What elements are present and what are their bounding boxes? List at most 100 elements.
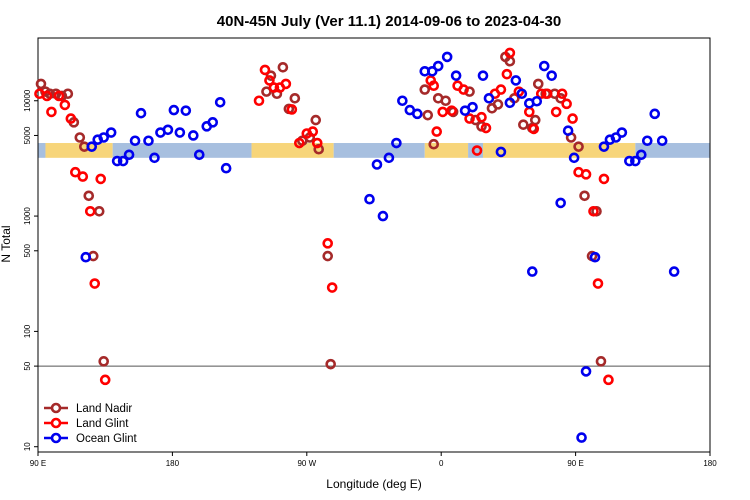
land-glint-point [535,88,547,100]
ocean-glint-point [371,159,383,170]
land-glint-point [550,106,562,118]
legend-marker [50,432,62,444]
land-glint-point [59,99,71,111]
ocean-glint-point [98,132,110,143]
band-segment-ocean [112,143,252,158]
land-nadir-point [265,70,277,81]
land-nadir-point [492,99,504,110]
land-glint-point [495,84,507,95]
legend-marker [50,417,62,429]
ocean-glint-point [526,266,538,277]
legend-label: Ocean Glint [76,433,138,445]
land-glint-point [326,282,338,293]
ocean-glint-point [562,125,574,136]
ocean-glint-point [391,137,402,149]
ocean-glint-point [383,152,395,164]
land-nadir-point [325,358,336,370]
ocean-glint-point [477,70,489,81]
band-segment-land [251,143,334,158]
y-tick-label: 10 [23,442,32,451]
x-tick-label: 90 E [30,459,46,468]
land-glint-point [480,122,492,134]
band-segment-land [483,143,636,158]
land-glint-point [84,205,96,217]
land-glint-point [99,374,111,386]
band-segment-land [424,143,469,158]
ocean-glint-point [636,149,647,161]
ocean-glint-point [441,51,453,63]
ocean-glint-point [364,193,375,205]
x-tick-label: 0 [439,459,444,468]
legend-label: Land Glint [76,418,129,430]
band-segment-ocean [635,143,710,158]
ocean-glint-point [168,104,180,116]
ocean-glint-point [193,149,205,161]
land-glint-point [567,113,578,124]
ocean-glint-point [610,132,622,143]
land-glint-point [70,166,81,178]
land-glint-point [592,278,604,289]
land-glint-point [603,374,614,386]
x-axis-label: Longitude (deg E) [326,477,421,491]
ocean-glint-point [495,146,507,158]
land-glint-point [65,113,77,124]
ocean-glint-point [510,75,522,86]
ocean-glint-point [214,96,226,108]
land-glint-point [41,90,53,102]
land-nadir-point [573,141,584,152]
x-tick-label: 180 [166,459,180,468]
land-glint-point [528,123,540,135]
land-glint-point [294,137,305,149]
ocean-glint-point [538,60,550,72]
land-glint-point [471,145,483,156]
ocean-glint-point [412,108,423,120]
land-glint-point [311,137,323,149]
ocean-glint-point [580,366,592,377]
land-nadir-point [83,190,95,202]
land-nadir-point [518,119,529,130]
land-glint-point [259,64,271,76]
land-glint-point [77,171,89,182]
land-nadir-point [62,88,74,100]
ocean-glint-point [105,127,117,138]
ocean-glint-point [426,66,438,77]
ocean-glint-point [86,141,98,152]
ocean-glint-point [450,70,462,81]
land-glint-point [95,173,107,185]
land-nadir-point [579,190,590,202]
plot-area: 90 E 180 90 W 0 90 E 180 10 50 100 500 1000 5000 100… [23,37,717,468]
x-tick-label: 90 W [297,459,316,468]
ocean-glint-point [174,127,186,138]
band-segment-ocean [38,143,46,158]
land-glint-point [322,238,334,249]
ocean-glint-point [397,95,408,107]
land-glint-point [428,80,440,92]
y-tick-label: 5000 [23,126,32,144]
land-glint-point [561,98,572,110]
ocean-glint-point [616,127,628,138]
land-glint-point [286,104,298,115]
land-glint-point [458,84,469,95]
land-glint-point [580,169,592,180]
ocean-glint-point [668,266,680,277]
band-segment-land [45,143,113,158]
ocean-glint-point [123,149,135,161]
ocean-glint-point [111,155,123,167]
land-nadir-point [289,93,301,104]
land-glint-point [476,111,487,123]
land-nadir-point [322,250,334,262]
x-tick-label: 90 E [567,459,583,468]
ocean-glint-point [531,95,543,107]
land-glint-point [253,95,265,107]
land-nadir-point [74,132,86,143]
land-nadir-point [440,95,451,107]
band-segment-ocean [333,143,425,158]
land-glint-point [268,82,280,93]
land-glint-point [46,106,57,118]
ocean-glint-point [624,155,635,167]
y-tick-label: 1000 [23,207,32,225]
ocean-glint-point [135,107,147,119]
land-glint-point [598,173,610,185]
land-nadir-point [310,114,322,126]
